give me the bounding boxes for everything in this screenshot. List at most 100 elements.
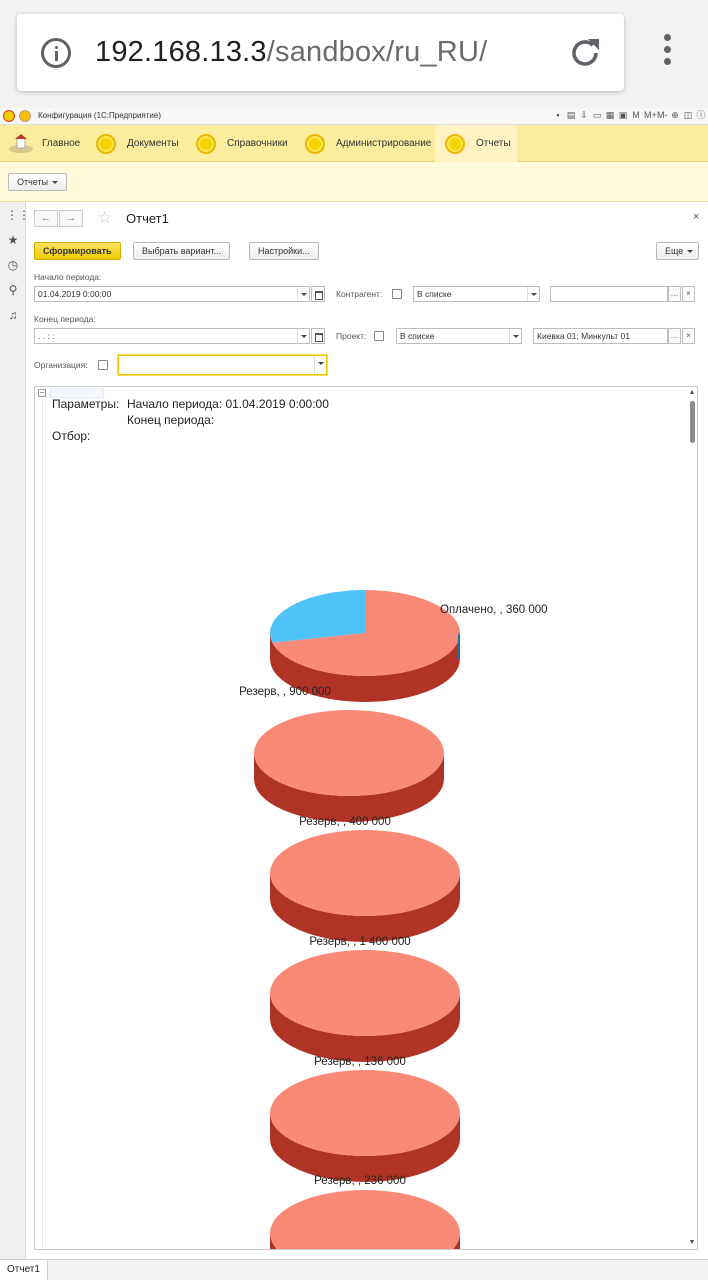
organization-input[interactable]	[118, 355, 327, 375]
app-menu-icon[interactable]	[19, 110, 31, 122]
scroll-up-icon[interactable]: ▲	[688, 389, 696, 396]
project-label: Проект:	[336, 331, 367, 341]
pie-chart: Резерв, , 236 000	[270, 1070, 460, 1187]
open-windows-bar: Отчет1	[0, 1259, 708, 1280]
memory-mminus-icon[interactable]: M-	[657, 110, 668, 120]
preview-icon[interactable]: ▭	[592, 110, 602, 120]
period-end-value: . . : :	[38, 331, 55, 341]
back-button[interactable]: ←	[34, 210, 58, 227]
collapse-toggle[interactable]: −	[38, 388, 46, 397]
calculator-icon[interactable]: ▦	[605, 110, 615, 120]
scroll-down-icon[interactable]: ▼	[688, 1239, 696, 1246]
section-documents[interactable]: Документы	[96, 125, 190, 162]
save-icon[interactable]: ▪	[556, 110, 560, 120]
report-header-cell	[50, 388, 104, 398]
address-bar[interactable]: 192.168.13.3/sandbox/ru_RU/	[17, 14, 624, 91]
chevron-down-icon	[687, 250, 694, 254]
counterparty-clear-icon[interactable]: ×	[682, 286, 695, 302]
url-path: /sandbox/ru_RU/	[266, 36, 488, 68]
favorites-star-icon[interactable]: ★	[7, 233, 19, 247]
vertical-scrollbar[interactable]: ▲ ▼	[687, 387, 697, 1249]
section-icon	[445, 133, 465, 154]
pie-data-label: Резерв, , 900 000	[239, 686, 331, 698]
calendar-icon[interactable]	[311, 328, 325, 344]
project-checkbox[interactable]	[374, 331, 384, 341]
info-icon[interactable]	[41, 38, 71, 68]
url-text[interactable]: 192.168.13.3/sandbox/ru_RU/	[95, 36, 487, 69]
period-start-input[interactable]: 01.04.2019 0:00:00	[34, 286, 310, 302]
counterparty-value-input[interactable]	[550, 286, 668, 302]
pie-slice	[270, 1070, 460, 1156]
choose-variant-button[interactable]: Выбрать вариант...	[133, 242, 231, 260]
counterparty-select-button[interactable]: …	[668, 286, 681, 302]
chevron-down-icon[interactable]	[314, 356, 326, 374]
section-administration[interactable]: Администрирование	[305, 125, 435, 162]
project-value-input[interactable]: Киевка 01; Минкульт 01	[533, 328, 668, 344]
download-icon[interactable]: ⇩	[580, 110, 588, 120]
windows-icon[interactable]: ◫	[683, 110, 693, 120]
section-label: Документы	[127, 138, 179, 149]
zoom-icon[interactable]: ⊕	[671, 110, 679, 120]
1c-logo-icon	[3, 110, 15, 122]
chevron-down-icon[interactable]	[527, 287, 539, 301]
chevron-down-icon[interactable]	[297, 287, 309, 301]
left-toolbar: ⋮⋮ ★ ◷ ⚲ ♫	[0, 202, 30, 1259]
pie-data-label: Резерв, , 1 400 000	[309, 936, 410, 948]
pie-side	[270, 1113, 460, 1182]
bell-icon[interactable]: ♫	[8, 308, 18, 322]
pie-side	[270, 873, 460, 942]
section-label: Отчеты	[476, 138, 511, 149]
period-end-input[interactable]: . . : :	[34, 328, 310, 344]
history-icon[interactable]: ◷	[7, 258, 19, 272]
browser-toolbar: 192.168.13.3/sandbox/ru_RU/	[0, 0, 708, 108]
pie-data-label: Резерв, , 136 000	[314, 1056, 406, 1068]
section-home[interactable]: Главное	[8, 125, 90, 162]
pie-chart: Резерв, , 136 000	[270, 950, 460, 1068]
project-select-button[interactable]: …	[668, 328, 681, 344]
pie-slice-side	[458, 633, 460, 659]
project-clear-icon[interactable]: ×	[682, 328, 695, 344]
help-icon[interactable]: ⓘ	[696, 110, 706, 120]
counterparty-checkbox[interactable]	[392, 289, 402, 299]
title-toolbar: ▪ ▤ ⇩ ▭ ▦ ▣ M M+ M- ⊕ ◫ ⓘ	[553, 110, 706, 121]
generate-button[interactable]: Сформировать	[34, 242, 121, 260]
kebab-menu-icon[interactable]	[660, 34, 674, 74]
period-start-value: 01.04.2019 0:00:00	[38, 289, 112, 299]
pie-charts: Оплачено, , 360 000 Резерв, , 900 000 Резе…	[239, 590, 548, 1249]
reload-icon[interactable]	[568, 36, 602, 70]
window-tab-report1[interactable]: Отчет1	[0, 1260, 48, 1280]
pie-slice	[270, 830, 460, 916]
section-label: Главное	[42, 138, 81, 149]
memory-mplus-icon[interactable]: M+	[644, 110, 657, 120]
report-form: ← → ☆ Отчет1 × Сформировать Выбрать вари…	[27, 202, 708, 1259]
sections-panel: Главное Документы Справочники Администри…	[0, 125, 708, 162]
close-icon[interactable]: ×	[693, 211, 700, 223]
section-reports[interactable]: Отчеты	[435, 125, 517, 162]
counterparty-mode-select[interactable]: В списке	[413, 286, 540, 302]
organization-checkbox[interactable]	[98, 360, 108, 370]
calendar-icon[interactable]: ▣	[618, 110, 628, 120]
section-catalogs[interactable]: Справочники	[196, 125, 300, 162]
favorite-star-icon[interactable]: ☆	[97, 208, 113, 227]
memory-m-icon[interactable]: M	[632, 110, 640, 120]
chevron-down-icon[interactable]	[509, 329, 521, 343]
apps-grid-icon[interactable]: ⋮⋮	[6, 208, 30, 222]
reports-menu-button[interactable]: Отчеты	[8, 173, 68, 191]
command-panel: Отчеты	[0, 162, 708, 202]
period-end-label: Конец периода:	[34, 314, 96, 324]
calendar-icon[interactable]	[311, 286, 325, 302]
pie-slice	[272, 590, 460, 676]
chevron-down-icon[interactable]	[297, 329, 309, 343]
project-mode-select[interactable]: В списке	[396, 328, 522, 344]
print-icon[interactable]: ▤	[566, 110, 576, 120]
forward-button[interactable]: →	[59, 210, 83, 227]
app-title-bar: Конфигурация (1С:Предприятие) ▪ ▤ ⇩ ▭ ▦ …	[0, 108, 708, 125]
chevron-down-icon	[52, 181, 59, 185]
project-mode-value: В списке	[400, 331, 435, 341]
more-button[interactable]: Еще	[656, 242, 700, 260]
scrollbar-thumb[interactable]	[690, 401, 695, 443]
settings-button[interactable]: Настройки...	[249, 242, 319, 260]
pie-data-label: Оплачено, , 360 000	[440, 604, 548, 616]
search-icon[interactable]: ⚲	[8, 283, 18, 297]
report-spreadsheet[interactable]: − Параметры: Начало периода: 01.04.2019 …	[34, 386, 698, 1250]
